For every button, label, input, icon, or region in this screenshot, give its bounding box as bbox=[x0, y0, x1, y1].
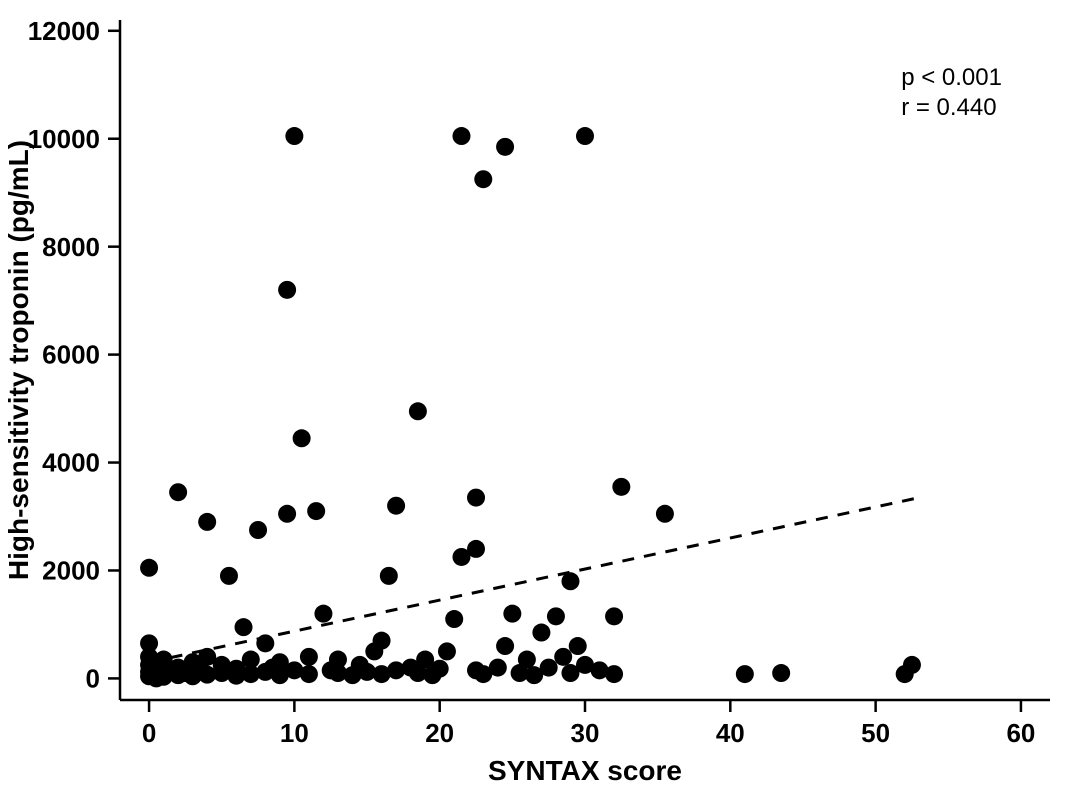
x-tick-label: 60 bbox=[1006, 718, 1035, 748]
data-point bbox=[496, 138, 514, 156]
data-point bbox=[547, 607, 565, 625]
x-tick-label: 40 bbox=[716, 718, 745, 748]
data-point bbox=[387, 497, 405, 515]
data-point bbox=[576, 127, 594, 145]
x-tick-label: 0 bbox=[142, 718, 156, 748]
data-point bbox=[496, 637, 514, 655]
y-tick-label: 12000 bbox=[28, 16, 100, 46]
y-tick-label: 0 bbox=[86, 664, 100, 694]
data-point bbox=[242, 651, 260, 669]
data-point bbox=[736, 665, 754, 683]
data-point bbox=[561, 572, 579, 590]
scatter-chart: 0 10 20 30 40 50 60 0 2000 4000 6000 8000 10000 12000… bbox=[0, 0, 1080, 788]
x-tick-label: 20 bbox=[425, 718, 454, 748]
data-point bbox=[903, 656, 921, 674]
x-axis-title: SYNTAX score bbox=[488, 755, 682, 786]
data-point bbox=[612, 478, 630, 496]
data-point bbox=[474, 170, 492, 188]
data-point bbox=[489, 659, 507, 677]
data-point bbox=[307, 502, 325, 520]
data-point bbox=[256, 634, 274, 652]
data-point bbox=[278, 505, 296, 523]
data-point bbox=[656, 505, 674, 523]
data-point bbox=[438, 642, 456, 660]
data-point bbox=[518, 651, 536, 669]
data-point bbox=[445, 610, 463, 628]
data-point bbox=[605, 607, 623, 625]
data-point bbox=[278, 281, 296, 299]
data-point bbox=[235, 618, 253, 636]
y-tick-label: 8000 bbox=[42, 232, 100, 262]
data-point bbox=[300, 648, 318, 666]
stat-r-value: r = 0.440 bbox=[901, 94, 996, 121]
y-axis-title: High-sensitivity troponin (pg/mL) bbox=[3, 140, 34, 580]
y-tick-label: 10000 bbox=[28, 124, 100, 154]
data-point bbox=[329, 651, 347, 669]
data-point bbox=[503, 605, 521, 623]
stat-p-value: p < 0.001 bbox=[901, 64, 1002, 91]
data-point bbox=[198, 513, 216, 531]
x-tick-label: 30 bbox=[571, 718, 600, 748]
data-point bbox=[249, 521, 267, 539]
data-point bbox=[314, 605, 332, 623]
data-point bbox=[409, 402, 427, 420]
data-point bbox=[140, 634, 158, 652]
data-point bbox=[467, 489, 485, 507]
data-point bbox=[285, 127, 303, 145]
data-point bbox=[220, 567, 238, 585]
data-point bbox=[554, 648, 572, 666]
data-point bbox=[772, 664, 790, 682]
y-tick-label: 2000 bbox=[42, 556, 100, 586]
data-point bbox=[532, 624, 550, 642]
y-tick-label: 4000 bbox=[42, 448, 100, 478]
data-point bbox=[169, 483, 187, 501]
y-tick-label: 6000 bbox=[42, 340, 100, 370]
data-point bbox=[373, 632, 391, 650]
data-point bbox=[380, 567, 398, 585]
data-point bbox=[569, 637, 587, 655]
x-tick-label: 50 bbox=[861, 718, 890, 748]
data-point bbox=[293, 429, 311, 447]
data-point bbox=[300, 665, 318, 683]
data-point bbox=[431, 660, 449, 678]
data-point bbox=[540, 659, 558, 677]
data-point bbox=[452, 127, 470, 145]
x-tick-label: 10 bbox=[280, 718, 309, 748]
data-point bbox=[605, 665, 623, 683]
data-point bbox=[467, 540, 485, 558]
data-point bbox=[140, 559, 158, 577]
